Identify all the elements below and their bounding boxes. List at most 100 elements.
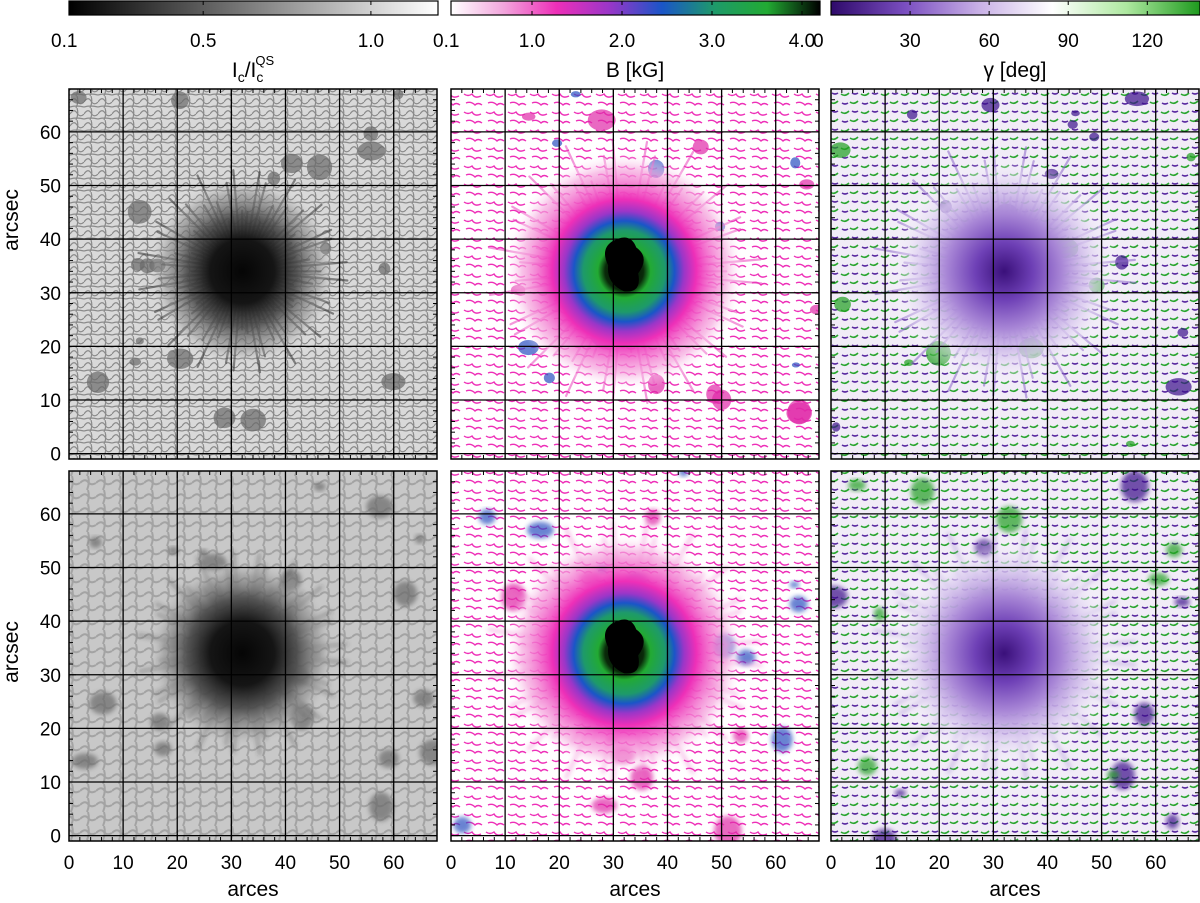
map-feature: [1089, 132, 1100, 142]
map-feature: [419, 739, 437, 766]
coordinate-grid: [831, 471, 1199, 841]
colorbar-tick-label: 0.1: [51, 31, 77, 52]
map-feature: [1174, 597, 1190, 607]
x-tick-label: 30: [221, 853, 242, 874]
x-tick-label: 40: [275, 853, 296, 874]
x-axis-label-col3: arces: [989, 878, 1040, 901]
umbra-core: [604, 237, 644, 292]
map-feature: [313, 482, 326, 491]
sunspot: [150, 179, 335, 364]
map-feature: [129, 358, 142, 366]
map-feature: [267, 171, 281, 186]
map-feature: [848, 479, 866, 491]
map-feature: [414, 534, 425, 544]
map-feature: [280, 153, 303, 174]
map-feature: [1071, 110, 1080, 117]
map-feature: [872, 828, 897, 841]
map-feature: [692, 139, 709, 155]
colorbar-field-strength: 0.1 1.0 2.0 3.0 4.0 B [kG]: [433, 0, 821, 82]
colorbar-tick-label: 2.0: [609, 31, 635, 52]
y-tick-label: 30: [40, 284, 61, 305]
colorbar-tick-label: 4.0: [789, 31, 815, 52]
map-feature: [393, 89, 404, 100]
map-feature: [551, 139, 563, 147]
colorbar-tick-label: 3.0: [699, 31, 725, 52]
y-tick-label: 10: [40, 391, 61, 412]
sunspot: [889, 538, 1120, 769]
y-tick-label: 20: [40, 719, 61, 740]
colorbar-inclination-label: γ [deg]: [983, 59, 1046, 82]
colorbar-tick-label: 120: [1131, 31, 1163, 52]
map-feature: [135, 337, 144, 345]
x-tick-label: 60: [383, 853, 404, 874]
map-feature: [526, 521, 554, 539]
map-feature: [787, 399, 812, 425]
map-feature: [809, 304, 819, 315]
map-feature: [910, 478, 935, 505]
y-tick-label: 60: [40, 123, 61, 144]
colorbar-inclination: 0 30 60 90 120 γ [deg]: [813, 0, 1200, 82]
y-axis-label-bottom: arcsec: [0, 621, 23, 683]
map-feature: [831, 142, 851, 158]
x-tick-label: 20: [929, 853, 950, 874]
colorbar-tick-label: 0.5: [190, 31, 216, 52]
map-feature: [393, 581, 418, 607]
map-feature: [873, 607, 886, 621]
map-feature: [167, 546, 179, 555]
y-tick-label: 60: [40, 505, 61, 526]
map-feature: [357, 141, 386, 161]
map-feature: [378, 262, 391, 275]
panel-frame: [450, 470, 820, 842]
x-tick-label: 10: [495, 853, 516, 874]
map-feature: [591, 797, 618, 814]
map-feature: [1106, 770, 1120, 780]
panel-frame: [68, 470, 438, 842]
map-feature: [198, 549, 208, 557]
umbra-core: [604, 619, 644, 674]
colorbar-field-strength-gradient: [450, 0, 821, 16]
map-feature: [1166, 814, 1179, 830]
map-feature: [831, 422, 841, 432]
colorbar-intensity-gradient: [68, 0, 439, 16]
colorbar-tick-label: 0: [813, 31, 824, 52]
y-tick-label: 40: [40, 230, 61, 251]
map-feature: [678, 471, 689, 477]
panel-intensity-row1: 0 10 20 30 40 50 60: [40, 88, 438, 466]
map-feature: [790, 157, 801, 169]
colorbar-field-strength-label: B [kG]: [606, 59, 664, 82]
x-tick-label: 10: [113, 853, 134, 874]
map-feature: [733, 728, 749, 743]
x-tick-label: 0: [446, 853, 457, 874]
map-feature: [70, 91, 87, 104]
map-feature: [789, 595, 808, 613]
map-feature: [771, 726, 793, 753]
coordinate-grid: [69, 471, 437, 841]
panel-frame: [450, 88, 820, 460]
map-feature: [799, 179, 815, 190]
y-tick-label: 50: [40, 559, 61, 580]
map-feature: [86, 371, 110, 393]
map-feature: [713, 816, 742, 841]
map-feature: [213, 407, 236, 429]
colorbar-tick-label: 30: [900, 31, 921, 52]
map-feature: [857, 757, 877, 776]
map-feature: [369, 792, 394, 822]
y-tick-label: 50: [40, 177, 61, 198]
y-tick-label: 40: [40, 612, 61, 633]
map-feature: [127, 199, 152, 224]
x-axis-label-col1: arces: [227, 878, 278, 901]
map-feature: [1134, 702, 1155, 726]
y-tick-label: 10: [40, 773, 61, 794]
map-feature: [894, 789, 907, 797]
x-tick-label: 40: [1037, 853, 1058, 874]
map-feature: [72, 753, 98, 769]
colorbar-tick-label: 0.1: [433, 31, 459, 52]
map-feature: [906, 109, 918, 120]
map-feature: [1120, 471, 1149, 502]
x-tick-label: 50: [1091, 853, 1112, 874]
coordinate-grid: [831, 89, 1199, 459]
colorbar-inclination-gradient: [830, 0, 1200, 16]
map-feature: [366, 495, 394, 519]
colorbar-tick-label: 1.0: [519, 31, 545, 52]
